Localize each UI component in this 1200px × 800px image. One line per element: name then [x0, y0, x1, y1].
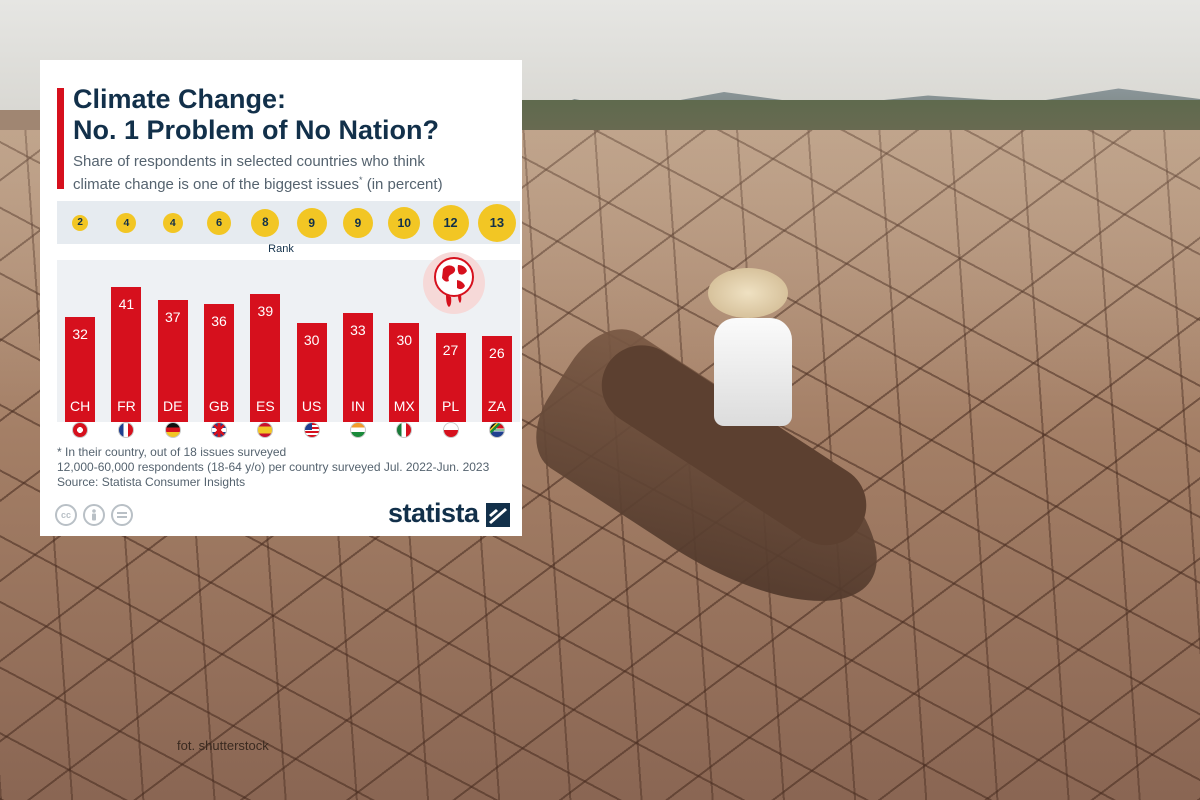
bar-value-label: 27 — [442, 342, 459, 359]
category-label: ZA — [487, 398, 506, 414]
bar-fr — [111, 287, 142, 422]
statista-logo-icon[interactable] — [486, 503, 510, 527]
category-label: IN — [350, 398, 365, 414]
german-flag-icon — [164, 422, 181, 438]
mexican-flag-icon — [396, 422, 413, 438]
bar-ch — [65, 316, 96, 422]
rank-circle-pl: 12 — [432, 204, 469, 241]
rank-circle-mx: 10 — [388, 206, 421, 239]
cc-icon[interactable]: cc — [55, 504, 77, 526]
bar-mx — [389, 323, 420, 422]
rank-axis-label: Rank — [268, 243, 294, 255]
bar-za — [481, 336, 512, 422]
footnote-line-1: * In their country, out of 18 issues sur… — [57, 445, 287, 459]
rank-circle-fr: 4 — [116, 212, 137, 233]
straw-hat — [708, 268, 788, 318]
bar-value-label: 39 — [257, 302, 274, 319]
category-label: FR — [117, 398, 136, 414]
rank-circle-de: 4 — [162, 212, 183, 233]
bar-de — [157, 300, 188, 422]
footnote: * In their country, out of 18 issues sur… — [57, 445, 522, 475]
rank-circle-es: 8 — [251, 208, 280, 237]
title-accent-bar — [57, 88, 64, 189]
bar-es — [250, 293, 281, 422]
subtitle-unit: (in percent) — [362, 176, 443, 193]
statista-logo-text[interactable]: statista — [388, 498, 479, 528]
us-flag-icon — [303, 422, 320, 438]
rank-band: 2 4 4 6 8 9 9 10 12 13 — [57, 201, 520, 244]
bar-gb — [204, 303, 235, 422]
bar-plot-area: 32 CH 41 FR 37 DE 36 GB 39 ES 30 US 33 IN 30 MX 27 PL 26 ZA — [57, 260, 520, 422]
indian-flag-icon — [349, 422, 366, 438]
subtitle-line-2-text: climate change is one of the biggest iss… — [73, 176, 360, 193]
category-label: ES — [256, 398, 275, 414]
spanish-flag-icon — [257, 422, 274, 438]
title-line-2: No. 1 Problem of No Nation? — [73, 115, 440, 145]
bar-value-label: 26 — [489, 345, 505, 362]
nd-icon[interactable] — [111, 504, 133, 526]
category-label: CH — [70, 398, 91, 414]
bar-in — [342, 313, 373, 422]
uk-flag-icon — [211, 422, 228, 438]
polish-flag-icon — [442, 422, 459, 438]
bar-value-label: 30 — [303, 332, 320, 349]
rank-circle-in: 9 — [342, 207, 373, 238]
bar-value-label: 41 — [118, 296, 135, 313]
french-flag-icon — [118, 422, 135, 438]
bar-value-label: 37 — [164, 309, 181, 326]
category-label: US — [301, 398, 322, 414]
rank-circle-za: 13 — [477, 203, 516, 242]
title-line-1: Climate Change: — [73, 84, 287, 114]
category-label: DE — [163, 398, 183, 414]
rank-circle-ch: 2 — [72, 214, 89, 231]
chart-subtitle: Share of respondents in selected countri… — [73, 152, 513, 194]
south-african-flag-icon — [488, 422, 505, 438]
bar-value-label: 32 — [72, 325, 88, 342]
by-icon[interactable] — [83, 504, 105, 526]
source-note: Source: Statista Consumer Insights — [57, 475, 246, 489]
bar-pl — [435, 333, 466, 422]
person-shirt — [714, 318, 792, 426]
rank-circle-us: 9 — [296, 207, 327, 238]
rank-circle-gb: 6 — [207, 210, 232, 235]
footnote-line-2: 12,000-60,000 respondents (18-64 y/o) pe… — [57, 460, 490, 474]
bar-us — [296, 323, 327, 422]
bar-value-label: 33 — [350, 322, 366, 339]
category-label: GB — [208, 398, 230, 414]
subtitle-line-1: Share of respondents in selected countri… — [73, 153, 425, 170]
melting-globe-icon — [423, 252, 485, 314]
swiss-flag-icon — [72, 422, 89, 438]
subtitle-line-2: climate change is one of the biggest iss… — [73, 171, 513, 194]
bar-value-label: 30 — [396, 332, 413, 349]
bar-value-label: 36 — [211, 312, 227, 329]
infographic-card: Climate Change: No. 1 Problem of No Nati… — [40, 60, 522, 536]
photo-credit: fot. shutterstock — [177, 738, 269, 753]
category-label: MX — [393, 398, 415, 414]
subtitle-footnote-mark: * — [359, 175, 363, 185]
category-label: PL — [441, 398, 460, 414]
chart-title: Climate Change: No. 1 Problem of No Nati… — [73, 84, 513, 146]
